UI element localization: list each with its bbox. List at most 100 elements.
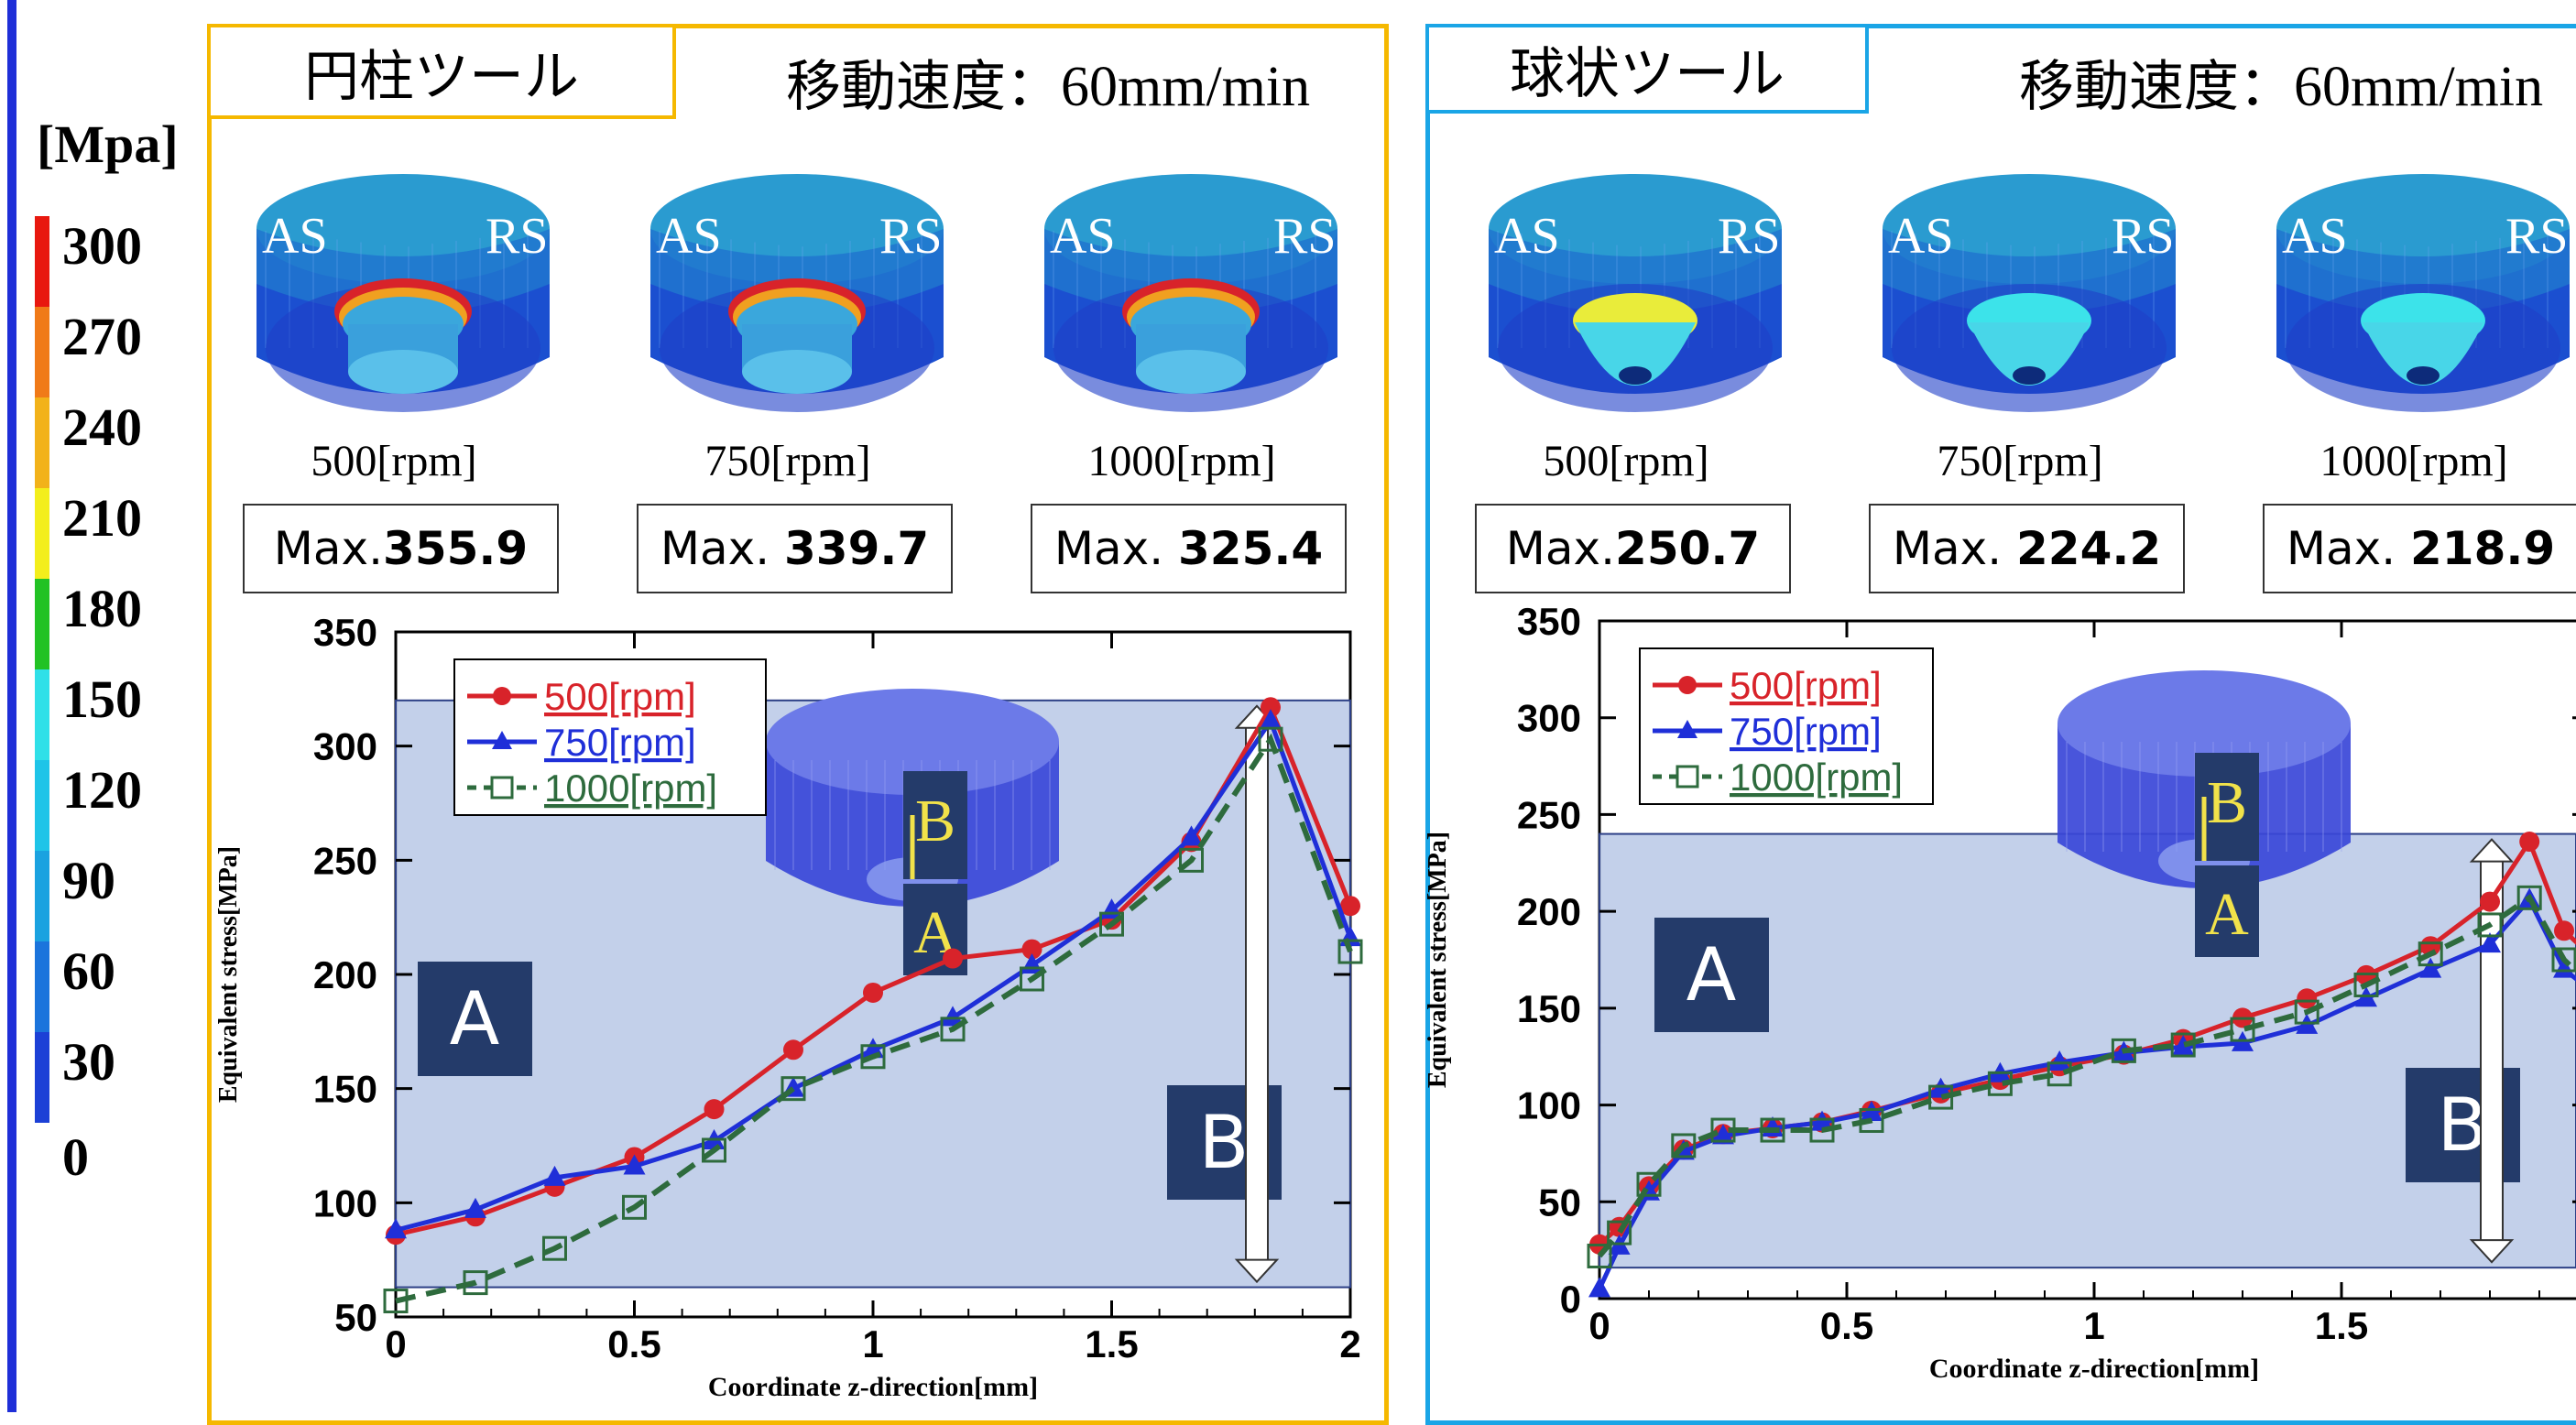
- data-point: [383, 1289, 409, 1314]
- speed-label: 移動速度：: [2019, 55, 2294, 119]
- legend-label: 750[rpm]: [1730, 710, 1882, 753]
- data-point: [1712, 1124, 1734, 1145]
- data-point: [543, 1165, 566, 1186]
- rotation-speed-label: 750[rpm]: [704, 437, 871, 485]
- colorbar-segment: [35, 851, 49, 941]
- data-point: [2111, 1038, 2136, 1063]
- x-tick-label: 0: [1588, 1304, 1610, 1347]
- legend-marker: [1678, 676, 1697, 694]
- tool-stress-model: AS RS: [650, 174, 944, 412]
- y-tick-label: 100: [1517, 1084, 1581, 1127]
- data-point: [1179, 847, 1205, 873]
- data-point: [782, 1039, 803, 1061]
- retreating-side-label: RS: [2505, 208, 2569, 265]
- y-axis-label: Equivalent stress[MPa]: [214, 846, 243, 1103]
- retreating-side-label: RS: [879, 208, 943, 265]
- x-tick-label: 0.5: [607, 1322, 660, 1365]
- legend-marker: [1675, 765, 1699, 789]
- tool-stress-model: AS RS: [257, 174, 550, 412]
- max-stress-box: Max. 339.7: [637, 504, 953, 593]
- spherical-speed: 移動速度：60mm/min: [2019, 42, 2543, 122]
- data-point: [704, 1099, 725, 1120]
- rotation-speed-label: 750[rpm]: [1937, 437, 2103, 485]
- data-point: [1811, 1110, 1833, 1131]
- data-point: [2477, 912, 2503, 938]
- x-tick-label: 1.5: [1085, 1322, 1138, 1365]
- retreating-side-label: RS: [1718, 208, 1781, 265]
- data-point: [2480, 891, 2500, 912]
- speed-value: 60mm/min: [1061, 56, 1311, 118]
- data-point: [1929, 1077, 1952, 1098]
- data-point: [2418, 941, 2443, 967]
- data-point: [1671, 1133, 1697, 1158]
- data-point: [1710, 1117, 1736, 1143]
- x-tick-label: 2: [1339, 1322, 1360, 1365]
- data-point: [1987, 1071, 2013, 1096]
- max-stress-prefix: Max.: [1053, 522, 1178, 575]
- data-point: [1337, 939, 1363, 964]
- max-stress-value: 355.9: [383, 522, 529, 575]
- data-point: [940, 1017, 966, 1042]
- region-a-label: A: [450, 976, 500, 1061]
- data-point: [2419, 957, 2442, 978]
- colorbar-tick-label: 180: [62, 579, 142, 638]
- data-point: [2294, 999, 2319, 1025]
- tool-stress-model: AS RS: [1044, 174, 1337, 412]
- data-point: [385, 1218, 407, 1239]
- colorbar-tick-label: 210: [62, 488, 142, 548]
- colorbar-tick-label: 270: [62, 307, 142, 366]
- colorbar-tick-label: 120: [62, 760, 142, 820]
- colorbar-segment: [35, 669, 49, 760]
- colorbar-segment: [35, 216, 49, 307]
- data-point: [622, 1194, 647, 1220]
- x-tick-label: 1.5: [2315, 1304, 2368, 1347]
- data-point: [2420, 936, 2441, 957]
- data-point: [2230, 1017, 2255, 1042]
- colorbar-unit: [Mpa]: [37, 114, 179, 174]
- region-b-label: B: [1199, 1100, 1250, 1185]
- advancing-side-label: AS: [262, 208, 328, 265]
- tool-stress-model: AS RS: [1489, 174, 1782, 412]
- y-tick-label: 300: [313, 725, 377, 768]
- data-point: [1588, 1277, 1610, 1298]
- y-tick-label: 0: [1560, 1278, 1581, 1321]
- data-point: [943, 948, 964, 969]
- max-stress-value: 218.9: [2410, 522, 2556, 575]
- series-line: [395, 733, 1353, 1304]
- max-stress-prefix: Max.: [1892, 522, 2016, 575]
- inset-a-box: [2195, 865, 2259, 957]
- max-stress-box: Max. 250.7: [1475, 504, 1791, 593]
- legend-marker: [1677, 720, 1697, 738]
- data-point: [2047, 1061, 2072, 1087]
- data-point: [463, 1270, 488, 1296]
- max-stress-prefix: Max.: [2286, 522, 2410, 575]
- data-point: [1607, 1220, 1632, 1246]
- data-point: [1587, 1243, 1612, 1268]
- data-point: [2048, 1050, 2071, 1071]
- arrow-head-down: [1234, 1258, 1280, 1284]
- max-stress-prefix: Max.: [273, 522, 384, 575]
- legend-label: 1000[rpm]: [1730, 756, 1903, 799]
- colorbar-segment: [35, 760, 49, 851]
- data-point: [2519, 832, 2540, 853]
- legend-label: 1000[rpm]: [544, 767, 717, 810]
- legend-marker: [493, 687, 511, 705]
- data-point: [1861, 1101, 1883, 1122]
- rotation-speed-label: 1000[rpm]: [1087, 437, 1276, 485]
- data-point: [1099, 911, 1124, 937]
- y-tick-label: 50: [334, 1296, 377, 1339]
- data-point: [2172, 1035, 2195, 1056]
- tool-stress-model: AS RS: [1883, 174, 2176, 412]
- max-stress-box: Max. 218.9: [2263, 504, 2576, 593]
- colorbar-segment: [35, 579, 49, 669]
- advancing-side-label: AS: [2282, 208, 2348, 265]
- data-point: [942, 1006, 965, 1027]
- inset-b-label: B: [915, 788, 955, 854]
- data-point: [2554, 920, 2574, 941]
- y-tick-label: 300: [1517, 697, 1581, 740]
- tool-inset: BA: [766, 689, 1059, 975]
- x-axis-label: Coordinate z-direction[mm]: [1929, 1354, 2259, 1384]
- colorbar-segment: [35, 397, 49, 488]
- data-point: [2551, 947, 2576, 973]
- legend-label: 750[rpm]: [544, 721, 696, 764]
